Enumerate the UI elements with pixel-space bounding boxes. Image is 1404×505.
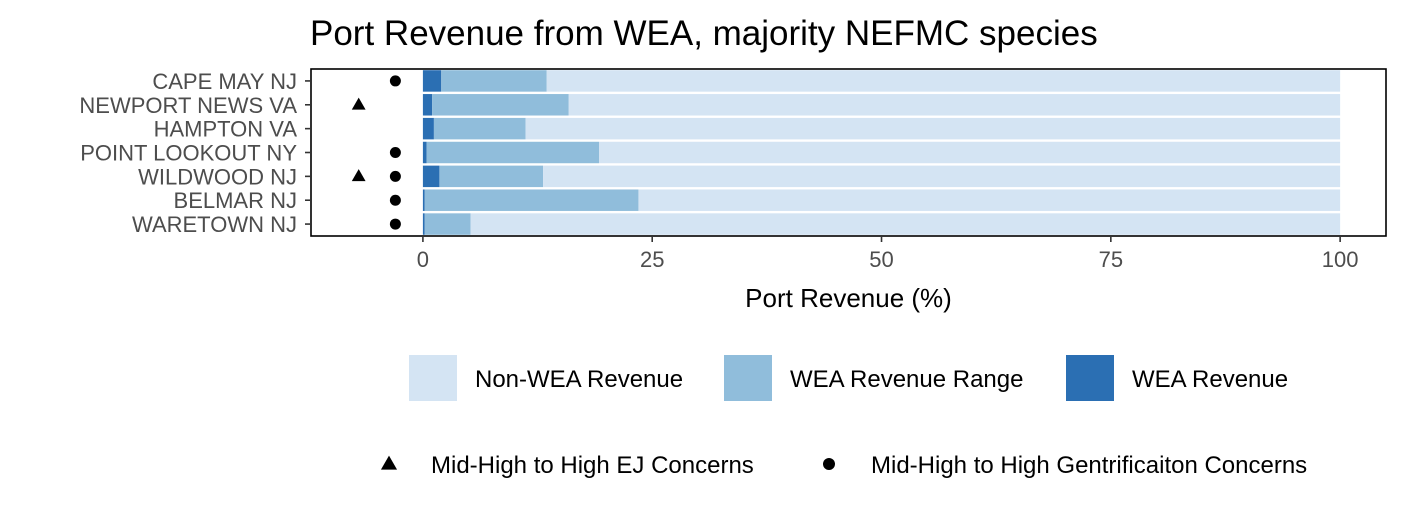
legend-label-ej: Mid-High to High EJ Concerns bbox=[431, 452, 754, 479]
y-tick-label-wildwood-nj: WILDWOOD NJ bbox=[138, 164, 297, 189]
bar-non-wea-revenue-waretown-nj bbox=[470, 213, 1341, 235]
bar-wea-revenue-hampton-va bbox=[422, 117, 434, 140]
ej-marker-newport-news-va bbox=[351, 97, 366, 110]
gentrification-marker-belmar-nj bbox=[389, 194, 401, 206]
bar-wea-revenue-point-lookout-ny bbox=[422, 141, 427, 164]
x-tick-label-50: 50 bbox=[869, 247, 893, 272]
bar-non-wea-revenue-hampton-va bbox=[525, 117, 1341, 140]
bar-wea-revenue-belmar-nj bbox=[422, 189, 425, 211]
bar-wea-revenue-wildwood-nj bbox=[422, 165, 440, 188]
shape-legend: Mid-High to High EJ Concerns Mid-High to … bbox=[380, 452, 1307, 479]
y-tick-label-newport-news-va: NEWPORT NEWS VA bbox=[79, 93, 297, 118]
y-tick-label-belmar-nj: BELMAR NJ bbox=[174, 188, 297, 213]
y-tick-label-hampton-va: HAMPTON VA bbox=[154, 117, 298, 142]
bar-wea-revenue-range-newport-news-va bbox=[432, 94, 569, 116]
bars-layer bbox=[422, 70, 1341, 235]
bar-wea-revenue-range-cape-may-nj bbox=[441, 70, 547, 92]
legend-circle-icon bbox=[823, 458, 835, 470]
x-tick-label-75: 75 bbox=[1099, 247, 1123, 272]
bar-non-wea-revenue-belmar-nj bbox=[638, 189, 1341, 211]
x-axis: 0 25 50 75 100 bbox=[417, 236, 1359, 272]
bar-wea-revenue-range-waretown-nj bbox=[424, 213, 471, 235]
bar-wea-revenue-waretown-nj bbox=[422, 213, 425, 235]
legend-key-wea-revenue-range bbox=[724, 355, 772, 401]
bar-non-wea-revenue-wildwood-nj bbox=[543, 165, 1341, 188]
bar-wea-revenue-range-point-lookout-ny bbox=[426, 141, 600, 164]
legend-triangle-icon bbox=[380, 455, 398, 470]
x-tick-label-25: 25 bbox=[640, 247, 664, 272]
bar-wea-revenue-range-belmar-nj bbox=[424, 189, 639, 211]
legend-key-wea-revenue bbox=[1066, 355, 1114, 401]
bar-wea-revenue-cape-may-nj bbox=[422, 70, 442, 92]
gentrification-marker-wildwood-nj bbox=[389, 170, 401, 182]
markers-layer bbox=[351, 75, 401, 230]
x-tick-label-100: 100 bbox=[1322, 247, 1359, 272]
bar-non-wea-revenue-cape-may-nj bbox=[546, 70, 1341, 92]
gentrification-marker-cape-may-nj bbox=[389, 75, 401, 87]
bar-non-wea-revenue-newport-news-va bbox=[568, 94, 1341, 116]
y-tick-label-point-lookout-ny: POINT LOOKOUT NY bbox=[80, 141, 297, 166]
bar-wea-revenue-range-wildwood-nj bbox=[439, 165, 544, 188]
y-tick-label-cape-may-nj: CAPE MAY NJ bbox=[152, 69, 297, 94]
chart-title: Port Revenue from WEA, majority NEFMC sp… bbox=[310, 14, 1098, 53]
legend-label-wea-revenue: WEA Revenue bbox=[1132, 366, 1288, 393]
fill-legend: Non-WEA Revenue WEA Revenue Range WEA Reve… bbox=[409, 355, 1288, 401]
bar-wea-revenue-newport-news-va bbox=[422, 94, 433, 116]
bar-non-wea-revenue-point-lookout-ny bbox=[599, 141, 1341, 164]
legend-label-wea-revenue-range: WEA Revenue Range bbox=[790, 366, 1023, 393]
legend-key-non-wea-revenue bbox=[409, 355, 457, 401]
x-axis-label: Port Revenue (%) bbox=[745, 283, 952, 313]
legend-label-gentrification: Mid-High to High Gentrificaiton Concerns bbox=[871, 452, 1307, 479]
gentrification-marker-point-lookout-ny bbox=[389, 147, 401, 158]
legend-label-non-wea-revenue: Non-WEA Revenue bbox=[475, 366, 683, 393]
bar-wea-revenue-range-hampton-va bbox=[433, 117, 526, 140]
x-tick-label-0: 0 bbox=[417, 247, 429, 272]
gentrification-marker-waretown-nj bbox=[389, 218, 401, 230]
y-tick-label-waretown-nj: WARETOWN NJ bbox=[132, 212, 297, 237]
ej-marker-wildwood-nj bbox=[351, 169, 366, 182]
